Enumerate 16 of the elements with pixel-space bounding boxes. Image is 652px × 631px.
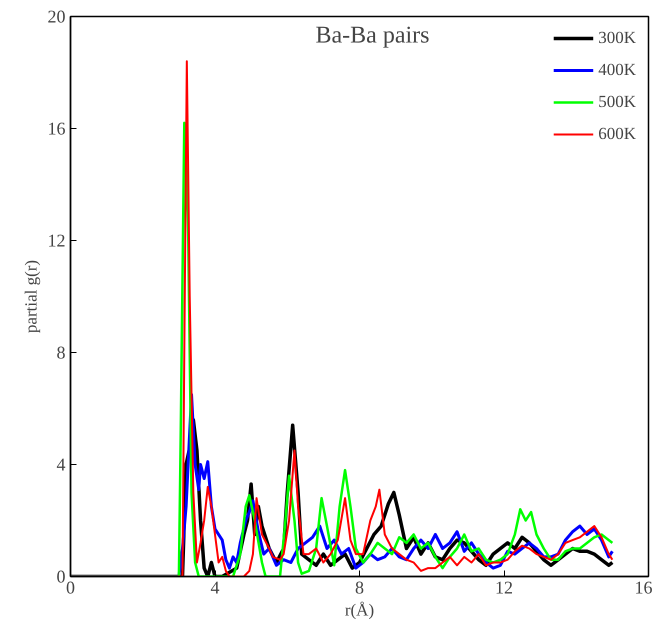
legend-label: 300K	[598, 28, 636, 48]
x-axis-title: r(Å)	[344, 600, 374, 620]
y-axis-title: partial g(r)	[22, 260, 40, 334]
x-tick-label: 4	[210, 578, 220, 598]
x-tick-label: 8	[355, 578, 364, 598]
x-tick-label: 16	[634, 578, 652, 598]
x-tick-label: 12	[495, 578, 513, 598]
y-tick-label: 16	[48, 118, 66, 138]
legend-label: 500K	[598, 92, 636, 112]
y-tick-label: 4	[56, 454, 66, 474]
y-tick-label: 20	[48, 6, 66, 26]
legend-label: 400K	[598, 60, 636, 80]
y-tick-label: 8	[56, 342, 66, 362]
chart-title: Ba-Ba pairs	[316, 22, 430, 48]
y-tick-label: 12	[48, 230, 66, 250]
legend-label: 600K	[598, 124, 636, 144]
